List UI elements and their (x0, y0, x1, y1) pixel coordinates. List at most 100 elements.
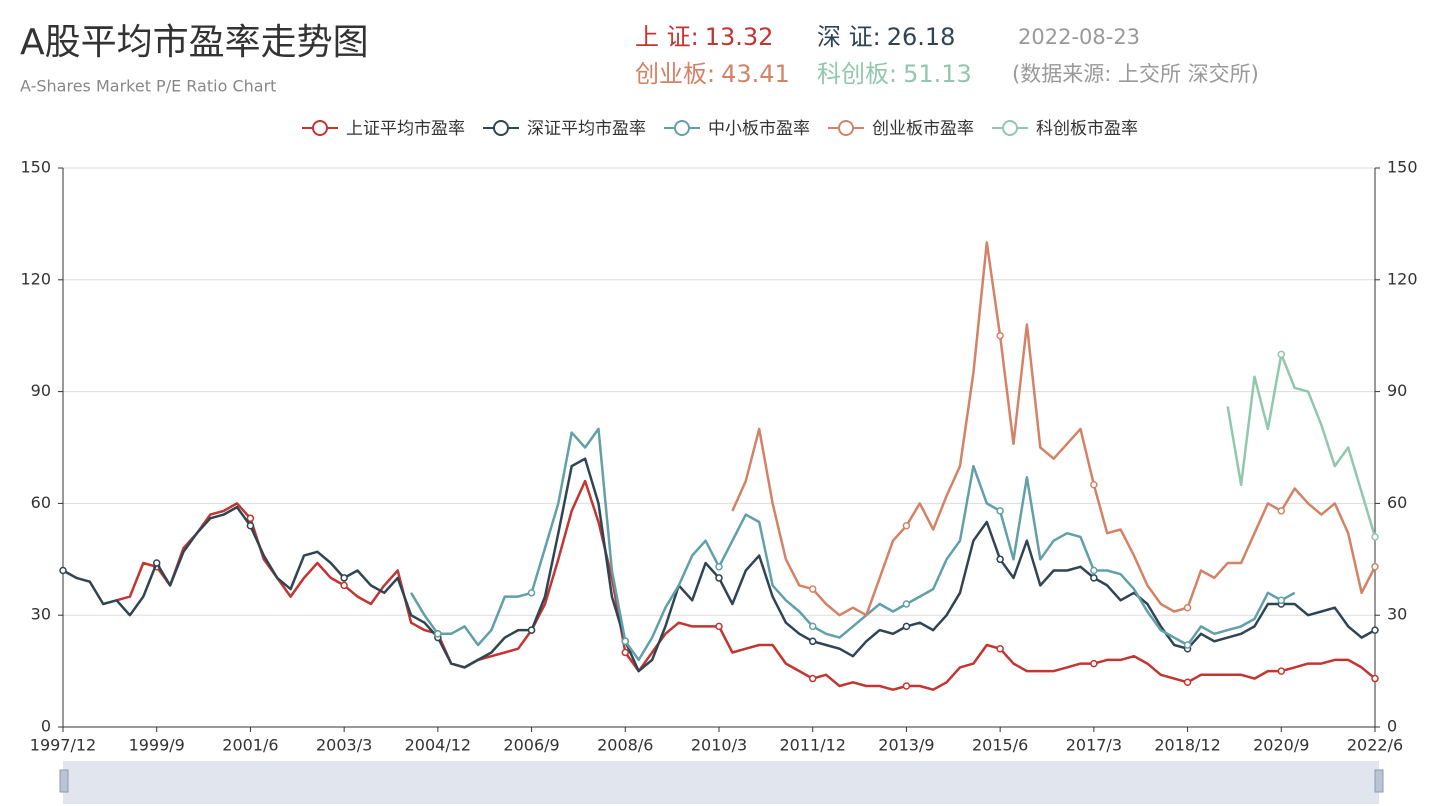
point-marker (902, 682, 911, 690)
x-tick-label: 2022/6 (1347, 736, 1403, 755)
zoom-handle[interactable] (59, 769, 69, 793)
series-line (410, 427, 1296, 662)
legend-label: 科创板市盈率 (1036, 119, 1138, 139)
point-marker (1090, 566, 1098, 575)
stat: 科创板: 51.13 (817, 60, 972, 88)
point-marker (59, 566, 67, 575)
point-marker (246, 514, 255, 523)
point-marker (1277, 667, 1286, 675)
stat-value: 26.18 (887, 23, 956, 51)
point-marker (152, 559, 161, 567)
point-marker (902, 600, 911, 608)
x-tick-label: 2001/6 (222, 736, 278, 755)
zoom-handle[interactable] (1374, 769, 1384, 793)
series-line (1226, 353, 1377, 538)
point-marker (1371, 533, 1379, 541)
legend-label: 中小板市盈率 (708, 119, 810, 139)
point-marker (808, 674, 817, 683)
x-tick-label: 2008/6 (597, 736, 653, 755)
legend-label: 创业板市盈率 (872, 119, 974, 139)
y2-tick-label: 90 (1387, 381, 1407, 400)
stat-label: 科创板: (817, 60, 897, 88)
legend-item[interactable]: 创业板市盈率 (828, 119, 974, 139)
point-marker (808, 585, 817, 593)
stat: 上 证: 13.32 (635, 23, 773, 51)
point-marker (902, 622, 911, 631)
legend-item[interactable]: 上证平均市盈率 (302, 119, 465, 139)
point-marker (1090, 659, 1098, 668)
source: (数据来源: 上交所 深交所) (1012, 62, 1259, 86)
x-tick-label: 2013/9 (878, 736, 934, 755)
stat-value: 43.41 (721, 60, 790, 88)
date: 2022-08-23 (1018, 25, 1140, 49)
stat-label: 深 证: (817, 23, 881, 51)
series-line (731, 241, 1377, 617)
point-marker (996, 331, 1004, 340)
point-marker (1183, 641, 1192, 649)
point-marker (808, 637, 817, 646)
point-marker (527, 589, 536, 597)
point-marker (1183, 678, 1192, 687)
point-marker (340, 574, 348, 582)
stat-value: 13.32 (705, 23, 774, 51)
legend-marker (493, 120, 509, 136)
chart-title: A股平均市盈率走势图 (20, 22, 369, 63)
point-marker (1371, 563, 1379, 571)
point-marker (340, 581, 348, 590)
legend: 上证平均市盈率 深证平均市盈率 中小板市盈率 创业板市盈率 科创板市盈率 (302, 119, 1138, 139)
point-marker (246, 522, 255, 530)
point-marker (1371, 626, 1379, 634)
x-tick-label: 2018/12 (1154, 736, 1220, 755)
point-marker (1090, 481, 1098, 489)
y-tick-label: 90 (31, 381, 51, 400)
y2-tick-label: 60 (1387, 493, 1407, 512)
point-marker (621, 648, 630, 657)
y-tick-label: 150 (20, 158, 51, 177)
x-tick-label: 2015/6 (972, 736, 1028, 755)
point-marker (1277, 596, 1286, 605)
legend-label: 上证平均市盈率 (346, 119, 465, 139)
y-tick-label: 60 (31, 493, 51, 512)
point-marker (808, 622, 817, 631)
y-tick-label: 120 (20, 269, 51, 288)
x-tick-label: 2017/3 (1066, 736, 1122, 755)
legend-marker (1002, 120, 1018, 136)
legend-item[interactable]: 中小板市盈率 (664, 119, 810, 139)
y-tick-label: 30 (31, 605, 51, 624)
stat-value: 51.13 (903, 60, 972, 88)
x-tick-label: 2011/12 (779, 736, 845, 755)
point-marker (434, 630, 442, 638)
x-tick-label: 2004/12 (405, 736, 471, 755)
point-marker (996, 644, 1004, 653)
legend-item[interactable]: 深证平均市盈率 (483, 119, 646, 139)
y-tick-label: 0 (41, 717, 51, 736)
y2-tick-label: 30 (1387, 605, 1407, 624)
stat: 创业板: 43.41 (635, 60, 790, 88)
point-marker (715, 622, 723, 631)
point-marker (621, 637, 630, 646)
point-marker (1090, 574, 1098, 582)
x-tick-label: 2006/9 (503, 736, 559, 755)
legend-item[interactable]: 科创板市盈率 (992, 119, 1138, 139)
x-tick-label: 2010/3 (691, 736, 747, 755)
x-tick-label: 2020/9 (1253, 736, 1309, 755)
series-line (116, 479, 1376, 691)
point-marker (1277, 507, 1286, 515)
point-marker (996, 555, 1004, 564)
stat-label: 上 证: (635, 23, 699, 51)
zoom-slider[interactable] (63, 761, 1379, 804)
y2-tick-label: 0 (1387, 717, 1397, 736)
point-marker (527, 626, 536, 634)
stat-label: 创业板: (635, 60, 715, 88)
x-tick-label: 1997/12 (30, 736, 96, 755)
point-marker (902, 522, 911, 530)
point-marker (1183, 603, 1192, 612)
x-tick-label: 1999/9 (129, 736, 185, 755)
y2-tick-label: 150 (1387, 158, 1418, 177)
stat: 深 证: 26.18 (817, 23, 955, 51)
chart-subtitle: A-Shares Market P/E Ratio Chart (20, 77, 276, 96)
y2-tick-label: 120 (1387, 269, 1418, 288)
x-tick-label: 2003/3 (316, 736, 372, 755)
point-marker (715, 574, 723, 582)
